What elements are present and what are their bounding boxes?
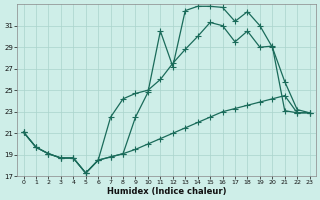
X-axis label: Humidex (Indice chaleur): Humidex (Indice chaleur) (107, 187, 226, 196)
